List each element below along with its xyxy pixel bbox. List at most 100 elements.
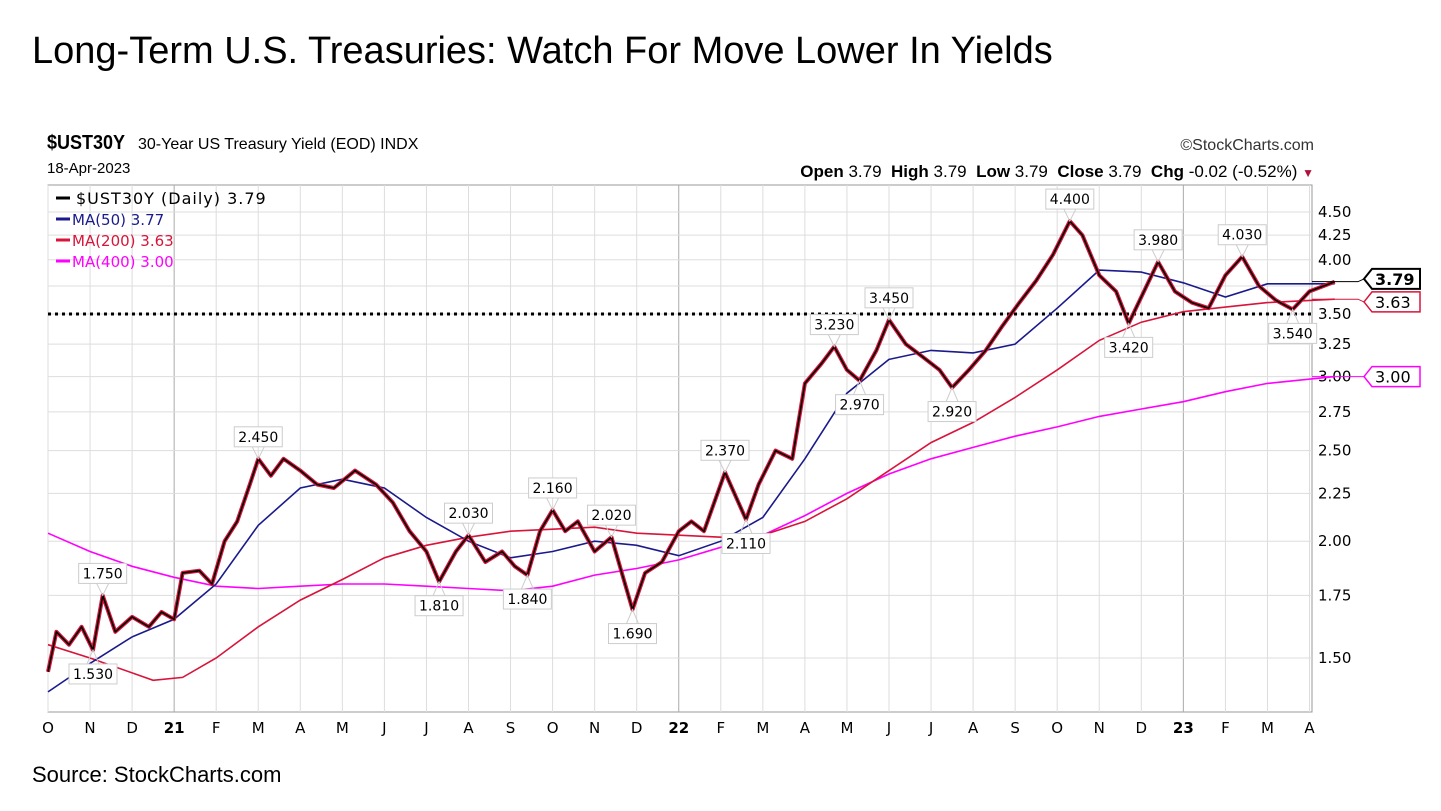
legend-entry: MA(50) 3.77: [72, 211, 164, 229]
x-tick-label: A: [968, 719, 979, 737]
annotation-label: 2.970: [840, 398, 880, 414]
x-tick-label: F: [1221, 719, 1230, 737]
x-tick-label: D: [1136, 719, 1148, 737]
high-value: 3.79: [933, 162, 967, 181]
y-tick-label: 2.50: [1318, 442, 1351, 460]
annotation-label: 1.530: [73, 667, 113, 683]
low-value: 3.79: [1014, 162, 1048, 181]
x-tick-label: M: [336, 719, 349, 737]
x-tick-label: J: [886, 719, 891, 737]
plot-area: [47, 184, 1313, 713]
annotation-label: 2.920: [932, 405, 972, 421]
annotation-box: [78, 562, 128, 584]
x-tick-label: S: [506, 719, 516, 737]
x-tick-label: N: [589, 719, 600, 737]
ohlc-readout: Open 3.79 High 3.79 Low 3.79 Close 3.79 …: [800, 162, 1314, 182]
annotation-label: 1.750: [83, 566, 123, 582]
annotation-label: 2.110: [726, 536, 766, 552]
x-tick-label: 22: [668, 719, 689, 737]
annotation-box: [1133, 229, 1183, 251]
annotation-pointer: [1122, 322, 1136, 338]
x-tick-label: M: [1261, 719, 1274, 737]
annotation-box: [864, 287, 914, 309]
annotation-pointer: [432, 580, 446, 596]
annotation-pointer: [1286, 308, 1300, 324]
annotation-label: 1.810: [419, 599, 459, 615]
x-tick-label: D: [631, 719, 643, 737]
annotation-label: 3.230: [814, 318, 854, 334]
legend-entry: MA(200) 3.63: [72, 232, 174, 250]
x-tick-label: J: [928, 719, 933, 737]
low-label: Low: [976, 162, 1011, 181]
annotation-box: [528, 477, 578, 499]
annotation-pointer: [882, 307, 896, 321]
brand-watermark: ©StockCharts.com: [1180, 137, 1314, 154]
annotation-pointer: [853, 379, 867, 395]
y-tick-label: 2.25: [1318, 484, 1351, 502]
close-label: Close: [1057, 162, 1104, 181]
last-value-label: 3.63: [1375, 293, 1411, 312]
x-tick-label: N: [1094, 719, 1105, 737]
annotation-label: 2.370: [705, 443, 745, 459]
annotation-box: [502, 588, 552, 610]
annotation-label: 1.690: [612, 627, 652, 643]
y-tick-label: 3.25: [1318, 335, 1351, 353]
annotation-pointer: [827, 334, 841, 348]
x-tick-label: J: [423, 719, 428, 737]
x-tick-label: 21: [164, 719, 185, 737]
annotation-label: 2.030: [448, 506, 488, 522]
annotation-box: [1217, 224, 1267, 246]
annotation-box: [1268, 322, 1318, 344]
annotation-box: [444, 502, 493, 524]
annotation-label: 3.540: [1273, 326, 1313, 342]
slide-title: Long-Term U.S. Treasuries: Watch For Mov…: [32, 30, 1053, 72]
annotation-pointer: [86, 648, 100, 665]
x-tick-label: A: [295, 719, 306, 737]
annotation-pointer: [739, 518, 753, 534]
annotation-pointer: [945, 386, 959, 402]
annotation-box: [835, 394, 885, 416]
annotation-label: 3.450: [869, 291, 909, 307]
x-tick-label: F: [716, 719, 725, 737]
x-tick-label: M: [756, 719, 769, 737]
annotation-label: 4.400: [1050, 192, 1090, 208]
x-tick-label: J: [381, 719, 386, 737]
annotation-box: [721, 532, 771, 554]
chg-value: -0.02 (-0.52%): [1188, 162, 1298, 181]
y-tick-label: 2.75: [1318, 403, 1351, 421]
x-tick-label: A: [800, 719, 811, 737]
price-line: [47, 220, 1335, 672]
ma-line-1: [47, 269, 1335, 693]
annotation-pointer: [1151, 249, 1165, 263]
y-tick-label: 2.00: [1318, 532, 1351, 550]
x-tick-label: D: [126, 719, 138, 737]
source-note: Source: StockCharts.com: [32, 762, 282, 787]
last-value-tag: [1363, 291, 1421, 313]
x-tick-label: A: [1304, 719, 1315, 737]
annotation-pointer: [605, 524, 618, 539]
x-tick-label: A: [463, 719, 474, 737]
last-value-tag: [1362, 267, 1421, 290]
annotation-pointer: [626, 608, 639, 624]
open-value: 3.79: [848, 162, 882, 181]
x-tick-label: O: [1051, 719, 1063, 737]
legend-entry: $UST30Y (Daily) 3.79: [76, 189, 267, 208]
annotation-pointer: [1063, 208, 1077, 223]
annotation-pointer: [718, 460, 732, 474]
annotation-label: 2.160: [533, 481, 573, 497]
annotation-pointer: [96, 583, 110, 597]
chart-symbol: $UST30Y: [47, 132, 126, 154]
y-tick-label: 4.00: [1318, 251, 1351, 269]
chg-label: Chg: [1150, 162, 1184, 181]
x-tick-label: 23: [1173, 719, 1194, 737]
annotation-box: [607, 623, 657, 645]
x-tick-label: F: [212, 719, 221, 737]
annotation-label: 2.450: [238, 430, 278, 446]
close-value: 3.79: [1108, 162, 1142, 181]
chart-date: 18-Apr-2023: [47, 160, 131, 177]
chart-description: 30-Year US Treasury Yield (EOD) INDX: [138, 136, 419, 153]
annotation-box: [68, 663, 118, 685]
annotation-box: [1045, 188, 1095, 210]
last-value-connector: [1312, 298, 1365, 303]
y-tick-label: 3.50: [1318, 305, 1351, 323]
